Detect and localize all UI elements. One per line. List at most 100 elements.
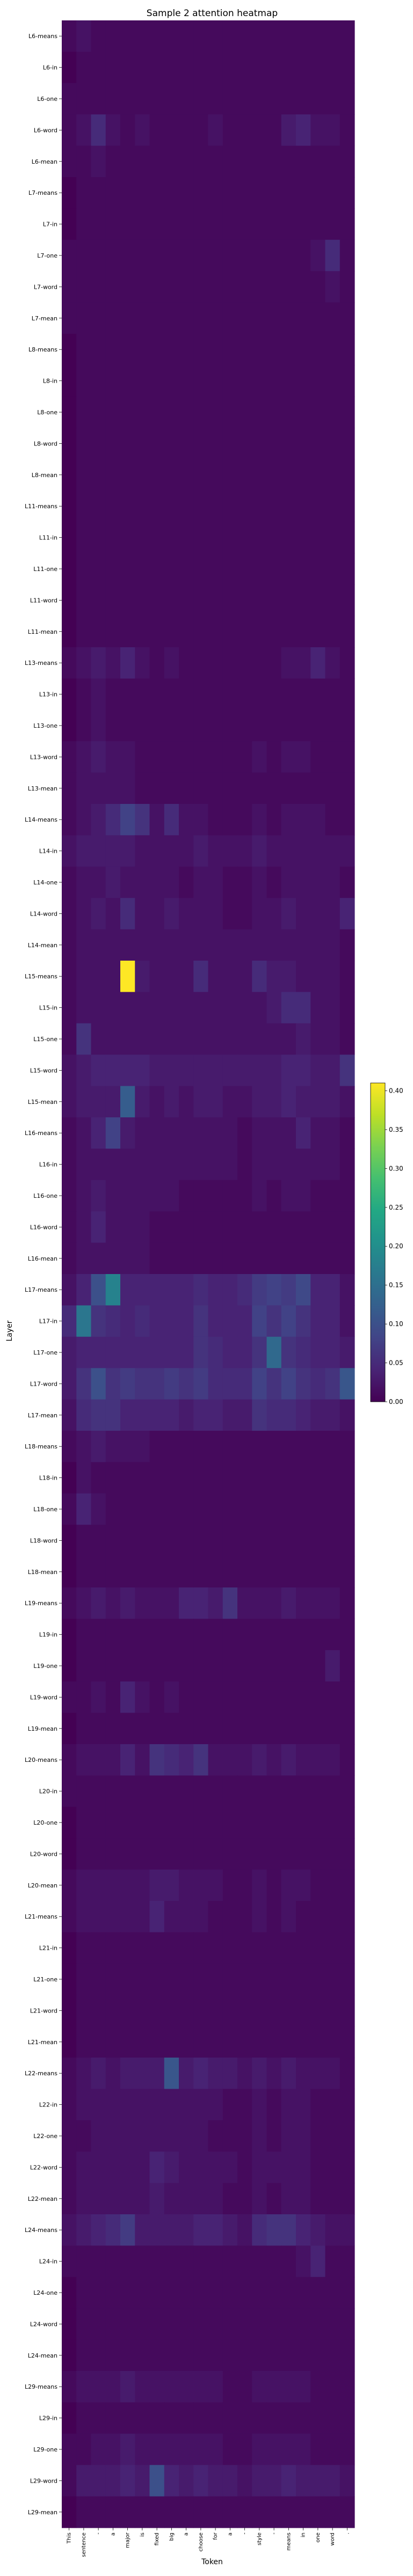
heatmap-cell — [237, 2371, 252, 2403]
heatmap-cell — [62, 647, 77, 679]
heatmap-cell — [149, 678, 165, 711]
heatmap-cell — [62, 1462, 77, 1494]
heatmap-cell — [266, 898, 282, 930]
heatmap-cell — [252, 2402, 267, 2434]
heatmap-cell — [62, 1148, 77, 1181]
heatmap-cell — [120, 804, 135, 836]
heatmap-cell — [252, 1023, 267, 1055]
heatmap-cell — [105, 208, 121, 240]
heatmap-cell — [325, 2277, 340, 2309]
heatmap-cell — [62, 1525, 77, 1557]
heatmap-cell — [252, 2433, 267, 2465]
heatmap-cell — [135, 428, 150, 460]
heatmap-cell — [193, 1368, 209, 1400]
heatmap-cell — [325, 1148, 340, 1181]
heatmap-cell — [281, 365, 296, 397]
heatmap-cell — [76, 1901, 92, 1933]
heatmap-cell — [164, 1587, 179, 1619]
heatmap-cell — [193, 1431, 209, 1462]
heatmap-cell — [296, 2183, 311, 2215]
heatmap-cell — [62, 1431, 77, 1462]
heatmap-cell — [339, 52, 355, 84]
heatmap-cell — [76, 208, 92, 240]
heatmap-cell — [325, 1587, 340, 1619]
heatmap-cell — [325, 396, 340, 428]
heatmap-cell — [296, 365, 311, 397]
y-tick-label: L14-one — [33, 879, 57, 886]
heatmap-cell — [310, 396, 326, 428]
heatmap-cell — [120, 208, 135, 240]
heatmap-cell — [62, 1493, 77, 1525]
heatmap-cell — [237, 741, 252, 773]
heatmap-cell — [208, 302, 223, 334]
heatmap-cell — [135, 2026, 150, 2058]
heatmap-cell — [164, 1556, 179, 1588]
heatmap-cell — [339, 584, 355, 617]
heatmap-cell — [281, 2058, 296, 2089]
heatmap-cell — [266, 1650, 282, 1682]
heatmap-cell — [252, 522, 267, 554]
heatmap-cell — [296, 1399, 311, 1431]
heatmap-cell — [296, 2496, 311, 2528]
heatmap-cell — [281, 459, 296, 491]
heatmap-cell — [164, 584, 179, 617]
heatmap-cell — [193, 1838, 209, 1870]
heatmap-cell — [179, 2371, 194, 2403]
heatmap-cell — [193, 1336, 209, 1368]
heatmap-cell — [208, 177, 223, 209]
heatmap-cell — [149, 2026, 165, 2058]
heatmap-cell — [339, 2120, 355, 2152]
y-tick-label: L29-mean — [28, 2509, 57, 2516]
heatmap-cell — [325, 961, 340, 992]
colorbar-tick-label: 0.00 — [389, 1398, 403, 1406]
heatmap-cell — [164, 1932, 179, 1964]
heatmap-cell — [339, 1242, 355, 1275]
heatmap-cell — [222, 1242, 238, 1275]
heatmap-cell — [310, 2402, 326, 2434]
heatmap-cell — [339, 992, 355, 1024]
y-tick-label: L8-means — [28, 346, 57, 353]
heatmap-cell — [105, 1055, 121, 1087]
heatmap-cell — [339, 2308, 355, 2340]
heatmap-cell — [222, 1493, 238, 1525]
heatmap-cell — [164, 1744, 179, 1776]
heatmap-cell — [120, 2371, 135, 2403]
heatmap-cell — [105, 1399, 121, 1431]
heatmap-cell — [296, 584, 311, 617]
heatmap-cell — [135, 302, 150, 334]
heatmap-cell — [296, 835, 311, 867]
heatmap-cell — [105, 1901, 121, 1933]
y-tick-label: L17-word — [30, 1380, 57, 1387]
heatmap-cell — [208, 741, 223, 773]
heatmap-cell — [120, 1650, 135, 1682]
heatmap-cell — [310, 866, 326, 898]
heatmap-cell — [222, 898, 238, 930]
heatmap-cell — [281, 2433, 296, 2465]
heatmap-cell — [135, 866, 150, 898]
heatmap-cell — [266, 334, 282, 365]
heatmap-cell — [296, 1148, 311, 1181]
heatmap-cell — [237, 1211, 252, 1243]
y-tick-label: L18-word — [30, 1537, 57, 1544]
y-tick-label: L24-mean — [28, 2352, 57, 2359]
heatmap-cell — [164, 177, 179, 209]
x-tick-label: a — [227, 2533, 233, 2536]
heatmap-cell — [222, 2183, 238, 2215]
heatmap-cell — [339, 1148, 355, 1181]
heatmap-cell — [296, 145, 311, 178]
heatmap-cell — [135, 114, 150, 147]
heatmap-cell — [91, 1525, 106, 1557]
heatmap-cell — [281, 83, 296, 115]
heatmap-cell — [296, 459, 311, 491]
heatmap-cell — [281, 1806, 296, 1839]
heatmap-cell — [266, 1963, 282, 1995]
heatmap-cell — [149, 1556, 165, 1588]
heatmap-cell — [208, 428, 223, 460]
heatmap-cell — [120, 2465, 135, 2497]
heatmap-cell — [164, 1869, 179, 1901]
heatmap-cell — [310, 83, 326, 115]
heatmap-cell — [149, 616, 165, 648]
heatmap-cell — [296, 271, 311, 303]
heatmap-cell — [281, 1086, 296, 1118]
heatmap-cell — [281, 1525, 296, 1557]
